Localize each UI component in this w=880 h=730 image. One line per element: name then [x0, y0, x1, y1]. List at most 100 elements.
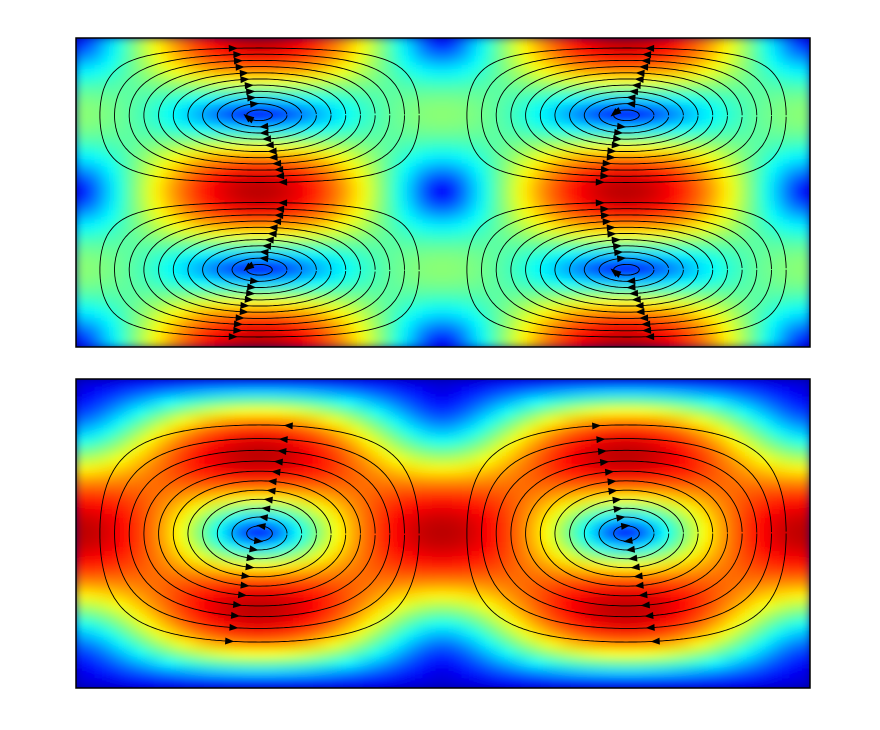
heat-cell: [233, 210, 246, 223]
heat-cell: [680, 38, 692, 49]
heat-cell: [104, 658, 117, 670]
heat-cell: [372, 638, 385, 651]
flow-arrow: [229, 623, 239, 631]
heat-cell: [84, 201, 97, 213]
flow-arrow: [240, 76, 250, 84]
heat-cell: [709, 522, 722, 535]
heat-cell: [729, 435, 742, 448]
heat-cell: [442, 172, 454, 184]
heat-cell: [154, 600, 167, 612]
heat-cell: [144, 278, 157, 291]
heat-cell: [233, 426, 246, 438]
heat-cell: [84, 46, 97, 59]
heat-cell: [104, 677, 117, 688]
heat-cell: [640, 484, 653, 496]
heat-cell: [392, 201, 405, 213]
heat-cell: [630, 123, 643, 136]
heat-cell: [501, 85, 514, 97]
heat-cell: [789, 220, 802, 233]
heat-cell: [521, 249, 534, 262]
heat-cell: [223, 503, 236, 516]
heat-cell: [610, 513, 623, 525]
heat-cell: [392, 416, 405, 429]
heat-cell: [253, 201, 266, 213]
heat-cell: [442, 600, 454, 612]
heat-cell: [551, 220, 564, 233]
heat-cell: [630, 114, 643, 126]
heat-cell: [154, 445, 167, 458]
heat-cell: [164, 220, 177, 233]
heat-cell: [273, 542, 286, 554]
heat-cell: [372, 590, 385, 603]
heat-cell: [263, 278, 276, 291]
heat-cell: [124, 435, 137, 448]
heat-cell: [719, 397, 732, 409]
heat-cell: [76, 590, 87, 603]
heat-cell: [124, 230, 137, 242]
heat-cell: [541, 561, 554, 574]
heat-cell: [451, 172, 464, 184]
heat-cell: [303, 278, 316, 291]
heat-cell: [590, 513, 603, 525]
heat-cell: [332, 317, 345, 329]
heat-cell: [680, 464, 692, 477]
heat-cell: [402, 397, 415, 409]
heat-cell: [213, 230, 226, 242]
heat-cell: [699, 191, 712, 204]
heat-cell: [203, 143, 216, 155]
heat-cell: [332, 677, 345, 688]
streamline: [495, 449, 758, 618]
heat-cell: [650, 629, 663, 641]
heat-cell: [263, 317, 276, 329]
heat-cell: [670, 94, 683, 107]
heat-cell: [322, 317, 335, 329]
heat-cell: [382, 590, 395, 603]
heat-cell: [412, 85, 425, 97]
heat-cell: [739, 493, 752, 506]
flow-arrow: [602, 218, 612, 226]
flow-arrow: [278, 178, 288, 186]
heat-cell: [600, 297, 613, 310]
heat-cell: [749, 326, 762, 339]
heat-cell: [223, 629, 236, 641]
heat-cell: [283, 104, 296, 117]
heat-cell: [134, 532, 147, 545]
heat-cell: [541, 297, 554, 310]
heat-cell: [164, 493, 177, 506]
heat-cell: [769, 426, 782, 438]
heat-cell: [332, 326, 345, 339]
heat-cell: [422, 648, 435, 661]
heat-cell: [412, 609, 425, 622]
heat-cell: [689, 230, 702, 242]
heat-cell: [769, 513, 782, 525]
heat-cell: [322, 580, 335, 593]
heat-cell: [620, 387, 633, 400]
heat-cell: [313, 445, 325, 458]
heat-cell: [382, 561, 395, 574]
heat-cell: [184, 317, 197, 329]
heat-cell: [283, 152, 296, 165]
streamline: [510, 460, 743, 607]
heat-cell: [273, 278, 286, 291]
heat-cell: [481, 278, 494, 291]
heat-cell: [213, 629, 226, 641]
heat-cell: [154, 230, 167, 242]
heat-cell: [660, 278, 673, 291]
heat-cell: [412, 600, 425, 612]
heat-cell: [154, 435, 167, 448]
heat-cell: [362, 162, 375, 175]
heat-cell: [392, 220, 405, 233]
heat-cell: [154, 239, 167, 252]
heat-cell: [273, 201, 286, 213]
heat-cell: [481, 416, 494, 429]
heat-cell: [412, 336, 425, 347]
heat-cell: [719, 133, 732, 146]
flow-arrow: [604, 468, 615, 476]
heat-cell: [362, 268, 375, 281]
heat-cell: [531, 94, 544, 107]
heat-cell: [184, 65, 197, 78]
heat-cell: [144, 181, 157, 194]
heat-cell: [630, 65, 643, 78]
heat-cell: [194, 288, 206, 300]
heat-cell: [531, 397, 544, 409]
